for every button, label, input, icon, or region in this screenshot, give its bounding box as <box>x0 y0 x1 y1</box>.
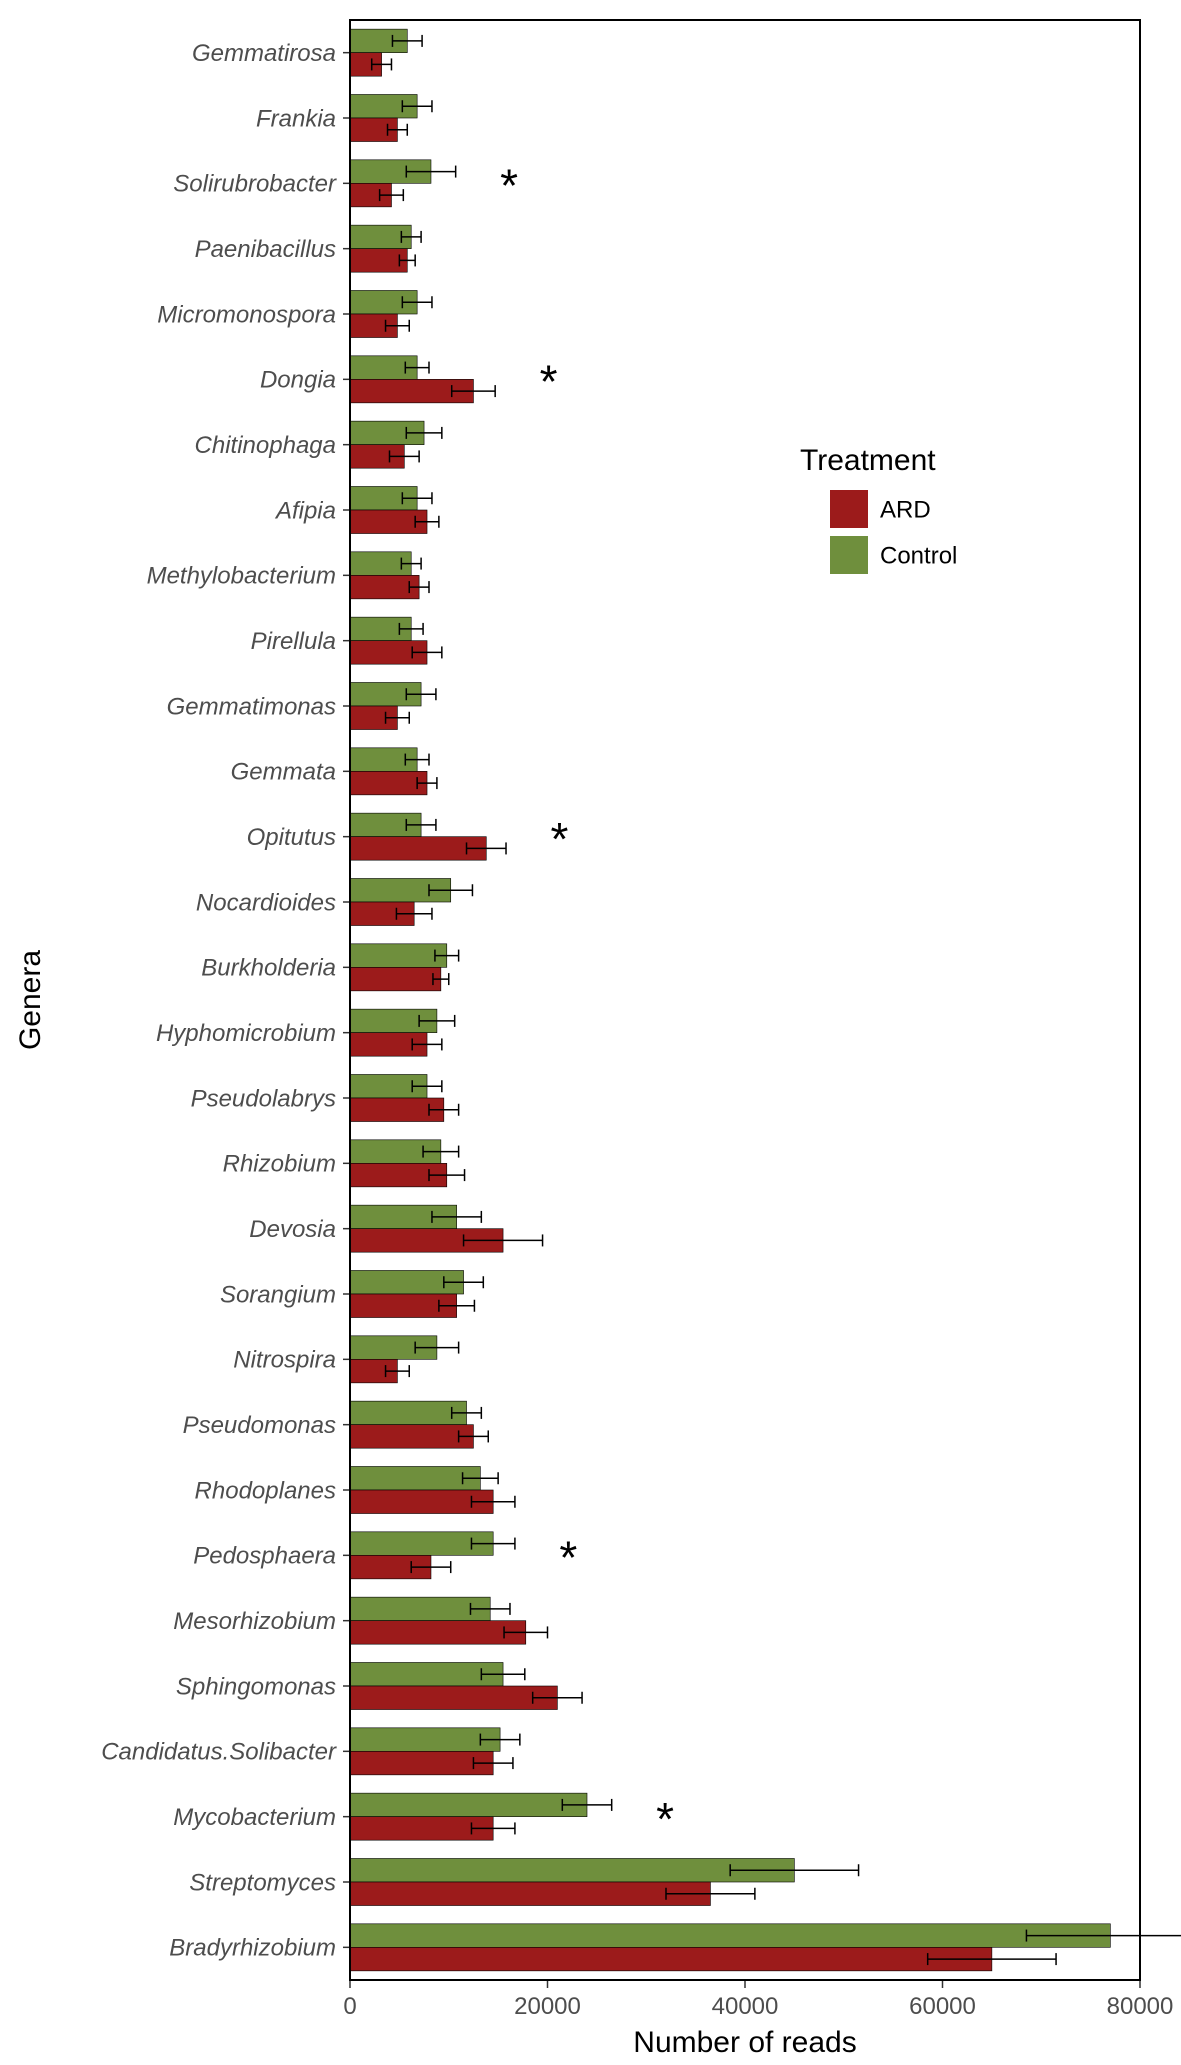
bar-control <box>350 1728 500 1752</box>
x-tick-label: 60000 <box>909 1993 976 2020</box>
legend-label: Control <box>880 542 957 569</box>
significance-asterisk: * <box>559 1532 577 1584</box>
x-tick-label: 20000 <box>514 1993 581 2020</box>
category-label: Devosia <box>249 1216 336 1243</box>
x-tick-label: 0 <box>343 1993 356 2020</box>
bar-ard <box>350 1425 473 1449</box>
category-label: Gemmatirosa <box>192 40 336 67</box>
category-label: Paenibacillus <box>195 236 336 263</box>
bar-control <box>350 1793 587 1817</box>
bar-ard <box>350 1947 992 1971</box>
category-label: Mesorhizobium <box>173 1608 336 1635</box>
bar-ard <box>350 967 441 991</box>
category-label: Rhodoplanes <box>195 1477 336 1504</box>
x-tick-label: 40000 <box>712 1993 779 2020</box>
category-label: Streptomyces <box>189 1869 336 1896</box>
category-label: Pseudolabrys <box>191 1085 336 1112</box>
category-label: Pirellula <box>251 628 336 655</box>
category-label: Hyphomicrobium <box>156 1020 336 1047</box>
category-label: Afipia <box>274 497 336 524</box>
bar-control <box>350 1858 794 1882</box>
genera-reads-chart: * * * * * Gemmatirosa Frankia Solirubrobacter Pa… <box>0 0 1181 2065</box>
category-label: Gemmata <box>231 759 336 786</box>
bar-control <box>350 1401 467 1425</box>
bar-control <box>350 1466 480 1490</box>
legend-swatch <box>830 490 868 528</box>
category-label: Rhizobium <box>223 1151 336 1178</box>
significance-asterisk: * <box>500 160 518 212</box>
bar-ard <box>350 1621 526 1645</box>
bar-control <box>350 1597 490 1621</box>
bar-ard <box>350 1686 557 1710</box>
category-label: Frankia <box>256 105 336 132</box>
category-label: Candidatus.Solibacter <box>101 1739 337 1766</box>
bar-control <box>350 1662 503 1686</box>
bar-control <box>350 1924 1110 1948</box>
bar-ard <box>350 1882 710 1906</box>
significance-asterisk: * <box>540 356 558 408</box>
y-axis-label: Genera <box>14 950 47 1050</box>
category-label: Burkholderia <box>201 955 336 982</box>
category-label: Pseudomonas <box>183 1412 336 1439</box>
bar-ard <box>350 1751 493 1775</box>
legend-swatch <box>830 536 868 574</box>
category-label: Pedosphaera <box>193 1543 336 1570</box>
category-label: Gemmatimonas <box>167 693 336 720</box>
category-label: Bradyrhizobium <box>169 1935 336 1962</box>
category-label: Nocardioides <box>196 889 336 916</box>
legend-label: ARD <box>880 496 931 523</box>
category-label: Solirubrobacter <box>173 171 337 198</box>
x-axis-label: Number of reads <box>633 2026 856 2059</box>
category-label: Dongia <box>260 367 336 394</box>
category-label: Sorangium <box>220 1281 336 1308</box>
category-label: Methylobacterium <box>147 563 336 590</box>
category-label: Nitrospira <box>233 1347 336 1374</box>
bar-ard <box>350 771 427 795</box>
category-label: Micromonospora <box>157 301 336 328</box>
category-label: Mycobacterium <box>173 1804 336 1831</box>
category-label: Chitinophaga <box>195 432 336 459</box>
legend-title: Treatment <box>800 444 936 477</box>
significance-asterisk: * <box>550 813 568 865</box>
category-label: Sphingomonas <box>176 1673 336 1700</box>
bar-control <box>350 944 447 968</box>
significance-asterisk: * <box>656 1793 674 1845</box>
x-tick-label: 80000 <box>1107 1993 1174 2020</box>
category-label: Opitutus <box>247 824 336 851</box>
